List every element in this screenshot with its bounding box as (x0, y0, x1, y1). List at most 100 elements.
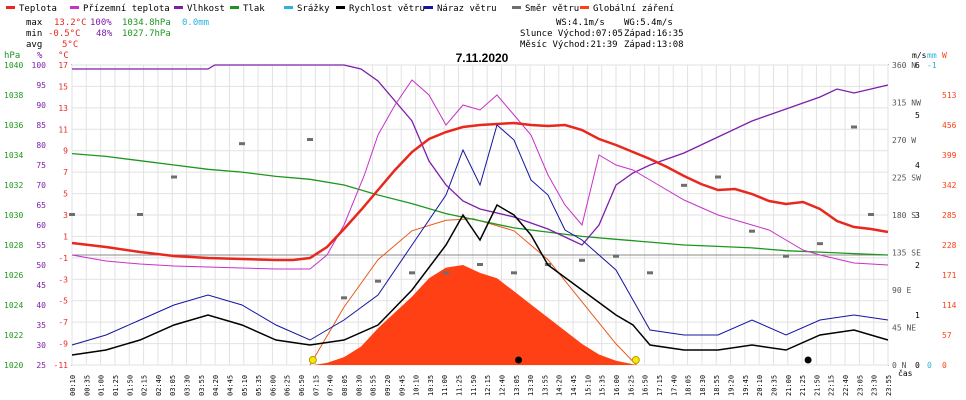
tick-temp: 5 (63, 190, 68, 199)
sunrise-marker (308, 356, 317, 364)
tick-time: 03:30 (184, 375, 192, 396)
tick-time: 20:10 (756, 375, 764, 396)
wind-direction-mark (239, 142, 245, 146)
tick-direction: 225 SW (892, 174, 921, 183)
axis-w-label: W (942, 51, 947, 60)
tick-time: 19:45 (742, 375, 750, 396)
tick-time: 12:40 (498, 375, 506, 396)
axis-mm-label: mm (927, 51, 937, 60)
tick-time: 06:50 (298, 375, 306, 396)
tick-time: 16:50 (642, 375, 650, 396)
wind-direction-mark (375, 279, 381, 283)
tick-radiation: 285 (942, 211, 957, 220)
info-slunce: Slunce Východ:07:05 (520, 29, 623, 39)
wind-direction-mark (307, 138, 313, 141)
stat-max-pres: 1034.8hPa (122, 18, 171, 28)
legend-label: Náraz větru (437, 4, 497, 14)
tick-radiation: 513 (942, 91, 957, 100)
axis-ticks: 1040103810361034103210301028102610241022… (4, 61, 957, 396)
legend-label: Globální záření (593, 4, 674, 14)
stat-max-hum: 100% (90, 18, 112, 28)
tick-time: 16:25 (627, 375, 635, 396)
tick-time: 08:30 (355, 375, 363, 396)
tick-time: 04:20 (212, 375, 220, 396)
tick-time: 16:00 (613, 375, 621, 396)
tick-rain: -1 (927, 61, 937, 70)
tick-time: 10:10 (413, 375, 421, 396)
legend-swatch (580, 6, 589, 9)
axis-time-label: čas (898, 368, 913, 378)
tick-hpa: 1020 (4, 361, 23, 370)
tick-time: 18:05 (685, 375, 693, 396)
wind-direction-mark (851, 125, 857, 129)
stats-block: max 13.2°C 100% 1034.8hPa 0.0mm min -0.5… (26, 18, 209, 50)
tick-time: 01:25 (112, 375, 120, 396)
tick-time: 03:05 (169, 375, 177, 396)
moonset-marker (515, 356, 523, 364)
tick-time: 11:50 (470, 375, 478, 396)
tick-wind: 3 (915, 211, 920, 220)
tick-direction: 315 NW (892, 99, 921, 108)
tick-temp: 17 (58, 61, 68, 70)
legend-swatch (6, 6, 15, 9)
tick-direction: 0 N (892, 361, 907, 370)
pressure-line (71, 152, 889, 256)
tick-time: 07:40 (327, 375, 335, 396)
tick-time: 04:45 (226, 375, 234, 396)
info-slunce-zapad: Západ:16:35 (624, 29, 684, 39)
tick-wind: 4 (915, 161, 920, 170)
tick-temp: -11 (54, 361, 69, 370)
wind-direction-mark (137, 213, 143, 216)
tick-humidity: 60 (36, 221, 46, 230)
info-block: WS:4.1m/s WG:5.4m/s Slunce Východ:07:05 … (520, 18, 684, 50)
wind-direction-mark (868, 213, 874, 216)
tick-hpa: 1026 (4, 271, 23, 280)
tick-radiation: 0 (942, 361, 947, 370)
tick-radiation: 114 (942, 301, 957, 310)
chart-title: 7.11.2020 (456, 51, 509, 65)
tick-direction: 135 SE (892, 249, 921, 258)
tick-rain: 0 (927, 361, 932, 370)
tick-time: 08:05 (341, 375, 349, 396)
legend-label: Přízemní teplota (83, 4, 170, 14)
tick-humidity: 70 (36, 181, 46, 190)
tick-wind: 6 (915, 61, 920, 70)
legend-label: Směr větru (525, 4, 579, 14)
tick-radiation: 171 (942, 271, 957, 280)
tick-temp: -3 (58, 275, 68, 284)
tick-temp: 1 (63, 232, 68, 241)
tick-temp: 13 (58, 104, 68, 113)
tick-humidity: 80 (36, 141, 46, 150)
stat-min-pres: 1027.7hPa (122, 29, 171, 39)
tick-hpa: 1034 (4, 151, 23, 160)
tick-radiation: 228 (942, 241, 957, 250)
tick-wind: 1 (915, 311, 920, 320)
tick-hpa: 1030 (4, 211, 23, 220)
axis-hpa-label: hPa (4, 51, 20, 61)
legend-label: Teplota (19, 4, 57, 14)
info-ws: WS:4.1m/s (556, 18, 605, 28)
tick-time: 15:35 (599, 375, 607, 396)
tick-time: 11:00 (441, 375, 449, 396)
tick-time: 13:30 (527, 375, 535, 396)
stat-min-label: min (26, 29, 42, 39)
tick-direction: 270 W (892, 136, 916, 145)
temperature-line (71, 121, 889, 262)
tick-time: 09:20 (384, 375, 392, 396)
humidity-line (72, 64, 889, 246)
legend-swatch (174, 6, 183, 9)
tick-wind: 5 (915, 111, 920, 120)
tick-radiation: 456 (942, 121, 957, 130)
tick-direction: 45 NE (892, 324, 916, 333)
radiation-area (313, 265, 637, 365)
tick-temp: 15 (58, 82, 68, 91)
tick-time: 21:00 (785, 375, 793, 396)
legend-swatch (230, 6, 239, 9)
tick-time: 14:20 (556, 375, 564, 396)
tick-radiation: 57 (942, 331, 952, 340)
legend-label: Rychlost větru (349, 4, 425, 14)
axis-ms-label: m/s (912, 51, 927, 60)
stat-max-label: max (26, 18, 43, 28)
tick-time: 15:10 (584, 375, 592, 396)
